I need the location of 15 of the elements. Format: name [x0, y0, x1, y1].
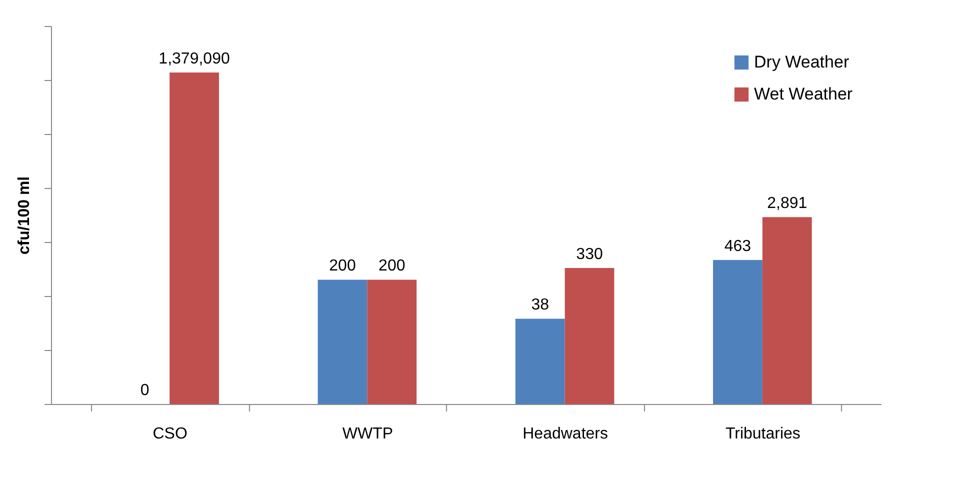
x-tick-label: CSO [152, 426, 188, 442]
x-tick-label: WWTP [342, 426, 394, 442]
data-label: 1,379,090 [158, 50, 230, 68]
text: 0 [140, 382, 150, 399]
y-axis-title: cfu/100 ml [16, 176, 33, 255]
data-label: 38 [531, 296, 550, 314]
data-label: 2,891 [767, 195, 808, 212]
data-label: 200 [329, 258, 356, 275]
data-label: 330 [576, 246, 603, 263]
data-label: 463 [724, 238, 752, 256]
x-tick-label: Headwaters [522, 426, 608, 442]
legend-label: Wet Weather [754, 84, 853, 104]
x-tick-label: Tributaries [725, 426, 800, 442]
data-label: 200 [378, 258, 406, 275]
legend-label: Dry Weather [754, 52, 850, 72]
